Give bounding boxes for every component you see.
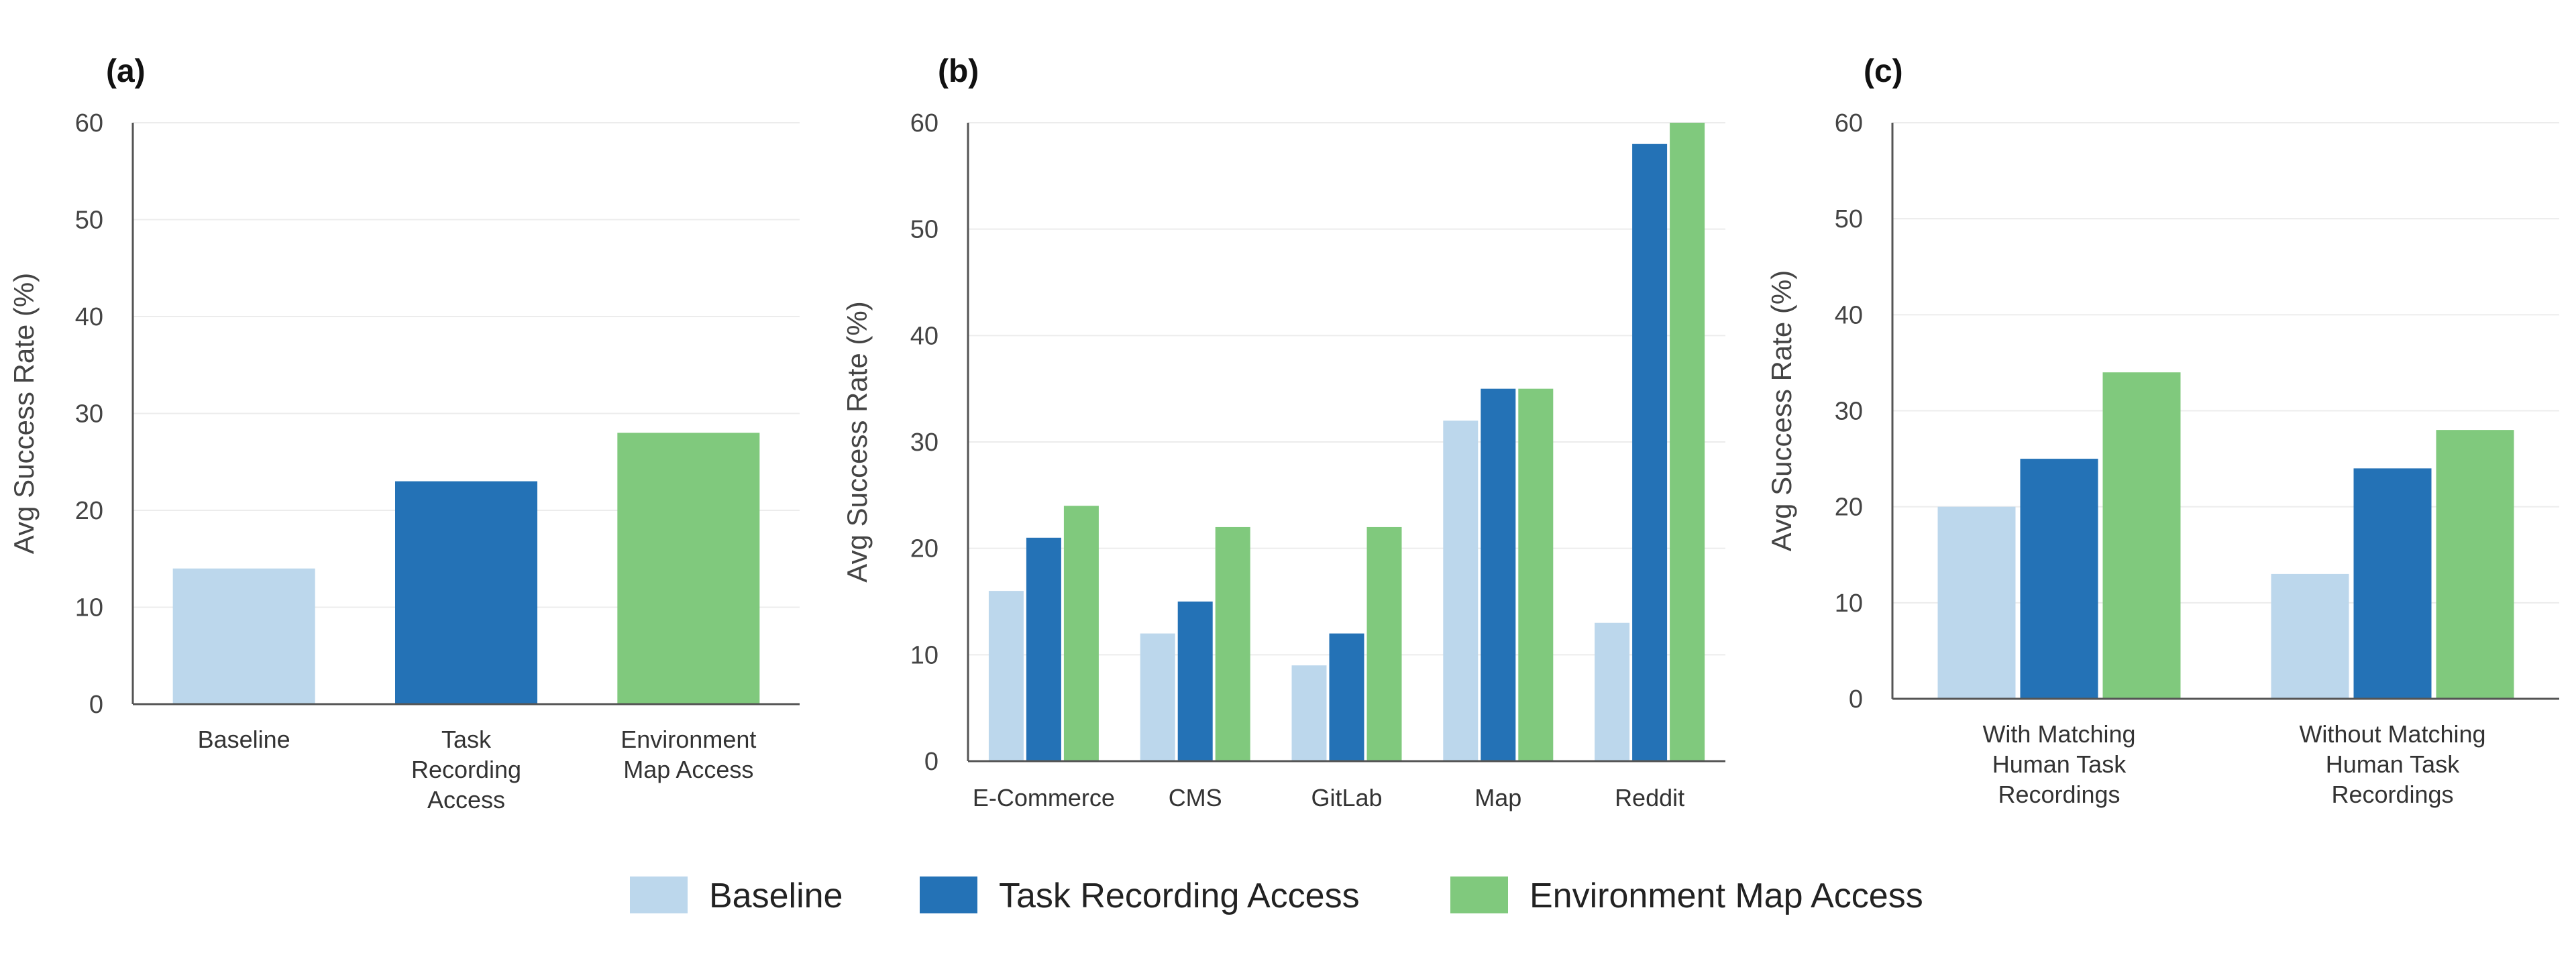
y-tick-label: 40: [1835, 301, 1863, 329]
bar-task-recording-4: [1632, 144, 1668, 761]
legend-label: Task Recording Access: [999, 877, 1360, 915]
y-tick-label: 30: [1835, 398, 1863, 426]
legend: Baseline Task Recording Access Environment…: [630, 877, 1923, 915]
legend-swatch-environment-map: [1450, 877, 1508, 913]
y-tick-label: 40: [75, 303, 103, 331]
y-tick-label: 30: [910, 429, 938, 457]
y-tick-label: 50: [75, 207, 103, 235]
y-tick-label: 0: [1849, 685, 1863, 714]
x-tick-label: Recordings: [1998, 781, 2120, 808]
y-axis-title: Avg Success Rate (%): [841, 301, 873, 582]
panel-label: (a): [106, 54, 146, 89]
x-tick-label: CMS: [1169, 784, 1222, 811]
x-tick-label: E-Commerce: [973, 784, 1115, 811]
legend-label: Baseline: [709, 877, 843, 915]
x-tick-label: Recording: [411, 756, 521, 783]
y-axis-title: Avg Success Rate (%): [1766, 270, 1797, 551]
y-tick-label: 0: [924, 748, 938, 776]
bar-environment-map-1: [1215, 526, 1250, 761]
y-tick-label: 50: [1835, 205, 1863, 233]
bar-task-recording: [395, 481, 537, 704]
bar-baseline: [172, 568, 315, 704]
y-tick-label: 60: [75, 109, 103, 137]
y-tick-label: 10: [75, 594, 103, 622]
x-tick-label: Human Task: [2326, 750, 2460, 778]
bar-baseline-2: [1291, 665, 1327, 761]
bar-environment-map-0: [2102, 372, 2181, 699]
x-tick-label: Task: [441, 726, 492, 753]
bar-task-recording-1: [1177, 602, 1213, 761]
x-tick-label: Baseline: [198, 726, 290, 753]
y-tick-label: 20: [1835, 494, 1863, 522]
legend-swatch-task-recording: [920, 877, 977, 913]
y-tick-label: 20: [910, 535, 938, 563]
y-tick-label: 30: [75, 400, 103, 429]
bar-environment-map-2: [1366, 526, 1402, 761]
bar-task-recording-3: [1481, 388, 1516, 761]
x-tick-label: Map Access: [623, 756, 753, 783]
y-tick-label: 10: [910, 641, 938, 669]
x-tick-label: With Matching: [1982, 720, 2135, 748]
bar-task-recording-0: [2020, 459, 2098, 699]
bar-task-recording-1: [2353, 468, 2432, 699]
panel-a: (a) 0 10 20 30 40 50 60 Avg Success Rate (%) Base…: [8, 54, 800, 813]
bar-baseline-4: [1595, 622, 1630, 761]
bar-baseline-1: [1140, 633, 1175, 761]
bar-baseline-0: [1937, 506, 2016, 699]
x-tick-label: GitLab: [1311, 784, 1382, 811]
x-tick-label: Human Task: [1992, 750, 2127, 778]
y-tick-label: 50: [910, 216, 938, 244]
bar-baseline-3: [1443, 420, 1479, 761]
y-tick-label: 60: [1835, 109, 1863, 137]
y-tick-label: 20: [75, 497, 103, 525]
x-tick-label: Access: [427, 786, 505, 813]
bar-environment-map: [617, 433, 760, 704]
bar-baseline-0: [988, 591, 1024, 761]
y-tick-label: 0: [89, 691, 103, 719]
bar-environment-map-3: [1518, 388, 1554, 761]
legend-label: Environment Map Access: [1529, 877, 1923, 915]
x-tick-label: Reddit: [1615, 784, 1684, 811]
panel-c: (c) 0 10 20 30 40 50 60 Avg Success Rate (%) With…: [1766, 54, 2559, 808]
bar-task-recording-0: [1026, 537, 1061, 761]
x-tick-label: Without Matching: [2299, 720, 2485, 748]
y-axis-title: Avg Success Rate (%): [8, 273, 40, 554]
panel-label: (b): [938, 54, 979, 89]
bar-baseline-1: [2271, 573, 2349, 699]
bar-environment-map-1: [2436, 430, 2514, 699]
y-tick-label: 10: [1835, 589, 1863, 618]
panel-label: (c): [1864, 54, 1903, 89]
legend-swatch-baseline: [630, 877, 688, 913]
bar-environment-map-0: [1063, 506, 1099, 761]
x-tick-label: Environment: [621, 726, 756, 753]
y-tick-label: 40: [910, 322, 938, 350]
panel-b: (b) 0 10 20 30 40 50 60 Avg Success Rate (%) E-Co…: [841, 54, 1725, 811]
y-tick-label: 60: [910, 109, 938, 137]
bar-task-recording-2: [1329, 633, 1364, 761]
bar-environment-map-4: [1670, 123, 1705, 761]
x-tick-label: Recordings: [2331, 781, 2453, 808]
x-tick-label: Map: [1474, 784, 1521, 811]
